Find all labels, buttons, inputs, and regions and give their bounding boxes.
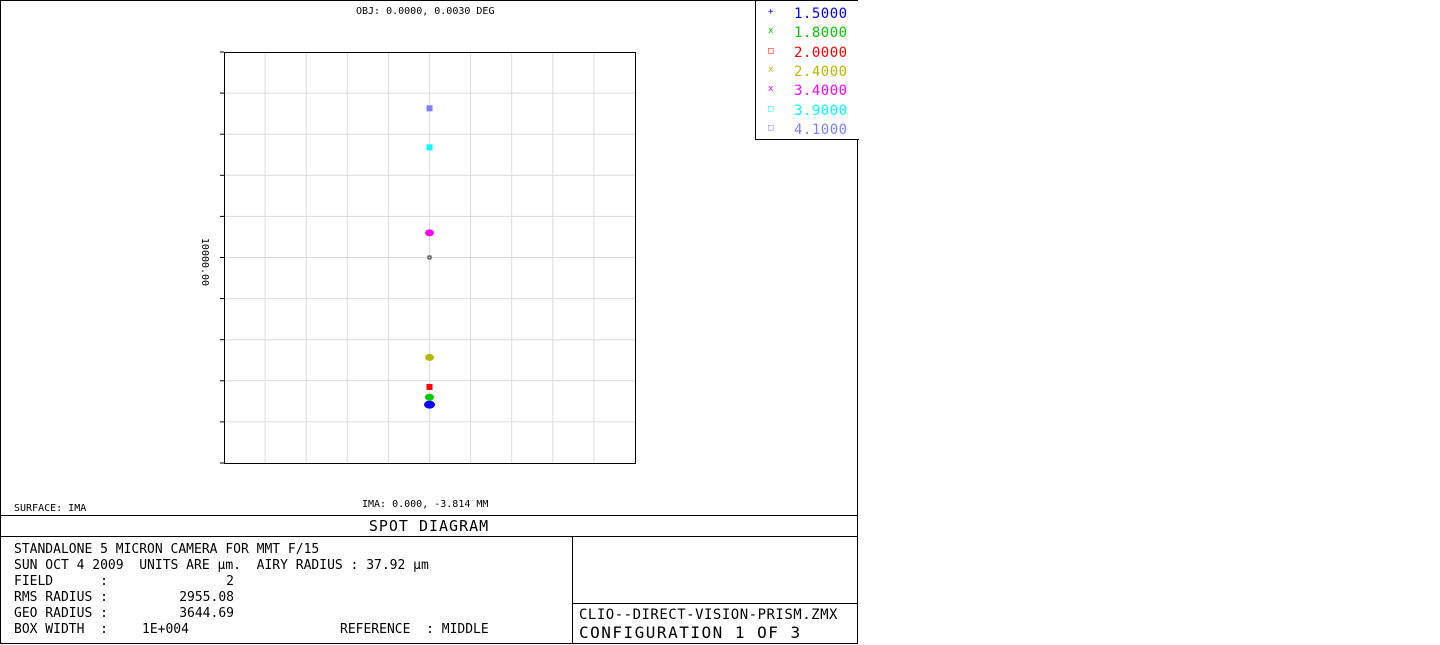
file-name: CLIO--DIRECT-VISION-PRISM.ZMX: [579, 607, 838, 623]
object-field-label: OBJ: 0.0000, 0.0030 DEG: [356, 6, 495, 17]
field-value: 2: [226, 574, 234, 589]
spot-plot: [220, 51, 636, 464]
legend-entry: x 2.4000: [756, 63, 856, 82]
legend: +1.5000 x 1.8000 □ 2.0000 x 2.4000 x 3.4000 □ 3.90…: [755, 1, 859, 140]
legend-entry: +1.5000: [756, 5, 856, 24]
legend-entry: □ 3.9000: [756, 102, 856, 121]
spot-point-2.4000: [425, 353, 434, 361]
rms-radius-label: RMS RADIUS :: [14, 590, 108, 605]
info-line-1: STANDALONE 5 MICRON CAMERA FOR MMT F/15: [14, 542, 320, 557]
legend-marker: □: [768, 122, 774, 133]
reference-label: REFERENCE : MIDDLE: [340, 622, 489, 637]
field-label: FIELD :: [14, 574, 108, 589]
legend-label: 1.5000: [794, 6, 848, 22]
legend-label: 3.9000: [794, 102, 848, 119]
legend-marker: x: [768, 26, 774, 37]
spot-point-3.4000: [425, 229, 434, 237]
configuration-label: CONFIGURATION 1 OF 3: [579, 623, 802, 642]
box-width-label: BOX WIDTH :: [14, 622, 108, 637]
chief-ray-marker: [427, 255, 432, 260]
legend-marker: x: [768, 84, 774, 95]
legend-entry: x 3.4000: [756, 82, 856, 101]
legend-label: 3.4000: [794, 83, 848, 100]
spot-point-1.5000: [424, 400, 435, 409]
legend-label: 2.0000: [794, 44, 848, 61]
info-line-2: SUN OCT 4 2009 UNITS ARE µm. AIRY RADIUS…: [14, 558, 429, 573]
frame-lines: [0, 0, 858, 644]
legend-marker: x: [768, 64, 774, 75]
legend-entry: □ 4.1000: [756, 121, 856, 140]
plot-window: OBJ: 0.0000, 0.0030 DEG 10000.00 IMA: 0.…: [0, 0, 859, 644]
geo-radius-value: 3644.69: [179, 606, 234, 621]
spot-point-3.9000: [426, 144, 433, 151]
legend-marker: □: [768, 45, 774, 56]
legend-marker: □: [768, 103, 774, 114]
rms-radius-value: 2955.08: [179, 590, 234, 605]
legend-label: 4.1000: [794, 121, 848, 138]
box-width-value: 1E+004: [142, 622, 189, 637]
geo-radius-label: GEO RADIUS :: [14, 606, 108, 621]
surface-label: SURFACE: IMA: [14, 503, 87, 514]
spot-point-2.0000: [426, 383, 433, 390]
legend-marker: +: [768, 7, 774, 17]
legend-label: 2.4000: [794, 63, 848, 80]
spot-point-4.1000: [426, 105, 433, 112]
plot-box: [224, 52, 636, 464]
scale-label: 10000.00: [199, 237, 211, 287]
spot-point-1.8000: [425, 393, 434, 401]
image-coordinates-label: IMA: 0.000, -3.814 MM: [362, 499, 489, 510]
diagram-title: SPOT DIAGRAM: [368, 517, 490, 535]
legend-label: 1.8000: [794, 25, 848, 42]
legend-entry: □ 2.0000: [756, 44, 856, 63]
legend-entry: x 1.8000: [756, 24, 856, 43]
